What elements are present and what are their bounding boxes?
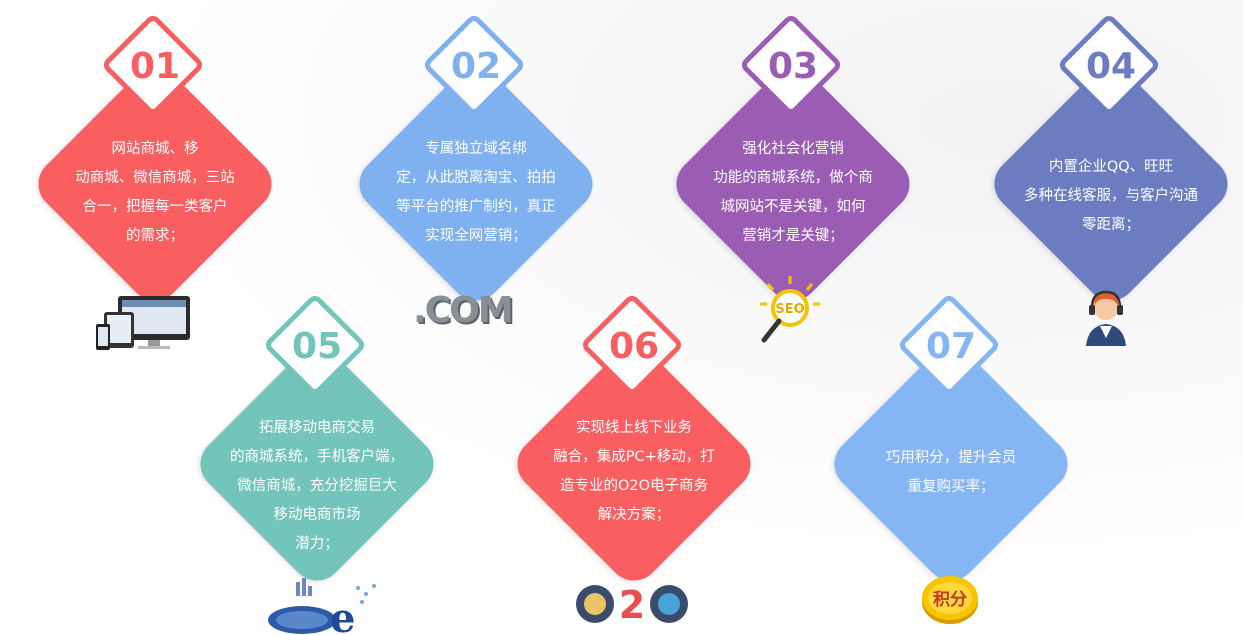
description-line: 重复购买率； bbox=[907, 479, 995, 495]
feature-number: 05 bbox=[291, 326, 343, 367]
feature-description: 专属独立域名绑 定，从此脱离淘宝、拍拍 等平台的推广制约，真正 实现全网营销； bbox=[345, 135, 607, 251]
description-line: 零距离； bbox=[1082, 217, 1140, 233]
description-line: 巧用积分，提升会员 bbox=[885, 450, 1017, 466]
description-line: 定，从此脱离淘宝、拍拍 bbox=[396, 170, 556, 186]
description-line: 融合，集成PC+移动，打 bbox=[553, 449, 715, 465]
feature-card-02: 02 专属独立域名绑 定，从此脱离淘宝、拍拍 等平台的推广制约，真正 实现全网营… bbox=[345, 12, 607, 352]
feature-number: 03 bbox=[767, 46, 819, 87]
description-line: 微信商城，充分挖掘巨大 bbox=[237, 478, 397, 494]
description-line: 动商城、微信商城，三站 bbox=[75, 170, 235, 186]
dotcom-icon: .COM bbox=[413, 290, 514, 331]
points-coin-icon: 积分 bbox=[922, 576, 978, 624]
description-line: 移动电商市场 bbox=[273, 507, 361, 523]
points-label: 积分 bbox=[933, 590, 967, 610]
feature-card-01: 01 网站商城、移 动商城、微信商城，三站 合一，把握每一类客户 的需求； bbox=[24, 12, 286, 352]
feature-description: 强化社会化营销 功能的商城系统，做个商 城网站不是关键，如何 营销才是关键； bbox=[662, 135, 924, 251]
customer-service-icon bbox=[1086, 290, 1126, 346]
description-line: 等平台的推广制约，真正 bbox=[396, 199, 556, 215]
ie-globe-icon: e bbox=[268, 578, 376, 634]
devices-icon bbox=[96, 296, 190, 350]
svg-text:2: 2 bbox=[619, 583, 645, 627]
description-line: 的需求； bbox=[126, 228, 184, 244]
feature-card-03: 03 强化社会化营销 功能的商城系统，做个商 城网站不是关键，如何 营销才是关键… bbox=[662, 12, 924, 352]
description-line: 潜力； bbox=[295, 536, 339, 552]
description-line: 城网站不是关键，如何 bbox=[720, 199, 866, 215]
o2o-icon: 2 O2O bbox=[576, 583, 688, 630]
feature-description: 拓展移动电商交易 的商城系统，手机客户端， 微信商城，充分挖掘巨大 移动电商市场… bbox=[186, 414, 448, 559]
description-line: 强化社会化营销 bbox=[742, 141, 844, 157]
feature-description: 巧用积分，提升会员 重复购买率； bbox=[820, 444, 1082, 502]
description-line: 造专业的O2O电子商务 bbox=[559, 478, 709, 494]
feature-number: 06 bbox=[608, 326, 660, 367]
feature-description: 实现线上线下业务 融合，集成PC+移动，打 造专业的O2O电子商务 解决方案； bbox=[503, 414, 765, 530]
description-line: 的商城系统，手机客户端， bbox=[230, 449, 404, 465]
feature-card-05: 05 拓展移动电商交易 的商城系统，手机客户端， 微信商城，充分挖掘巨大 移动电… bbox=[186, 292, 448, 635]
description-line: 多种在线客服，与客户沟通 bbox=[1024, 188, 1198, 204]
description-line: 实现全网营销； bbox=[425, 228, 527, 244]
feature-description: 网站商城、移 动商城、微信商城，三站 合一，把握每一类客户 的需求； bbox=[24, 135, 286, 251]
feature-description: 内置企业QQ、旺旺 多种在线客服，与客户沟通 零距离； bbox=[980, 153, 1242, 240]
description-line: 网站商城、移 bbox=[111, 141, 199, 157]
description-line: 拓展移动电商交易 bbox=[259, 420, 375, 436]
feature-card-04: 04 内置企业QQ、旺旺 多种在线客服，与客户沟通 零距离； bbox=[980, 12, 1242, 352]
feature-number: 07 bbox=[925, 326, 977, 367]
feature-card-06: 06 实现线上线下业务 融合，集成PC+移动，打 造专业的O2O电子商务 解决方… bbox=[503, 292, 765, 635]
description-line: 营销才是关键； bbox=[742, 228, 844, 244]
seo-label: SEO bbox=[775, 302, 804, 317]
description-line: 功能的商城系统，做个商 bbox=[713, 170, 873, 186]
description-line: 合一，把握每一类客户 bbox=[82, 199, 228, 215]
description-line: 实现线上线下业务 bbox=[576, 420, 692, 436]
seo-magnifier-icon: SEO bbox=[760, 276, 820, 343]
svg-text:e: e bbox=[330, 595, 355, 634]
description-line: 专属独立域名绑 bbox=[425, 141, 527, 157]
feature-number: 01 bbox=[129, 46, 181, 87]
o2o-label: O2O bbox=[624, 622, 640, 630]
feature-number: 02 bbox=[450, 46, 502, 87]
description-line: 内置企业QQ、旺旺 bbox=[1048, 159, 1174, 175]
feature-number: 04 bbox=[1085, 46, 1137, 87]
description-line: 解决方案； bbox=[597, 507, 671, 523]
feature-card-07: 07 巧用积分，提升会员 重复购买率； 积分 bbox=[820, 292, 1082, 635]
